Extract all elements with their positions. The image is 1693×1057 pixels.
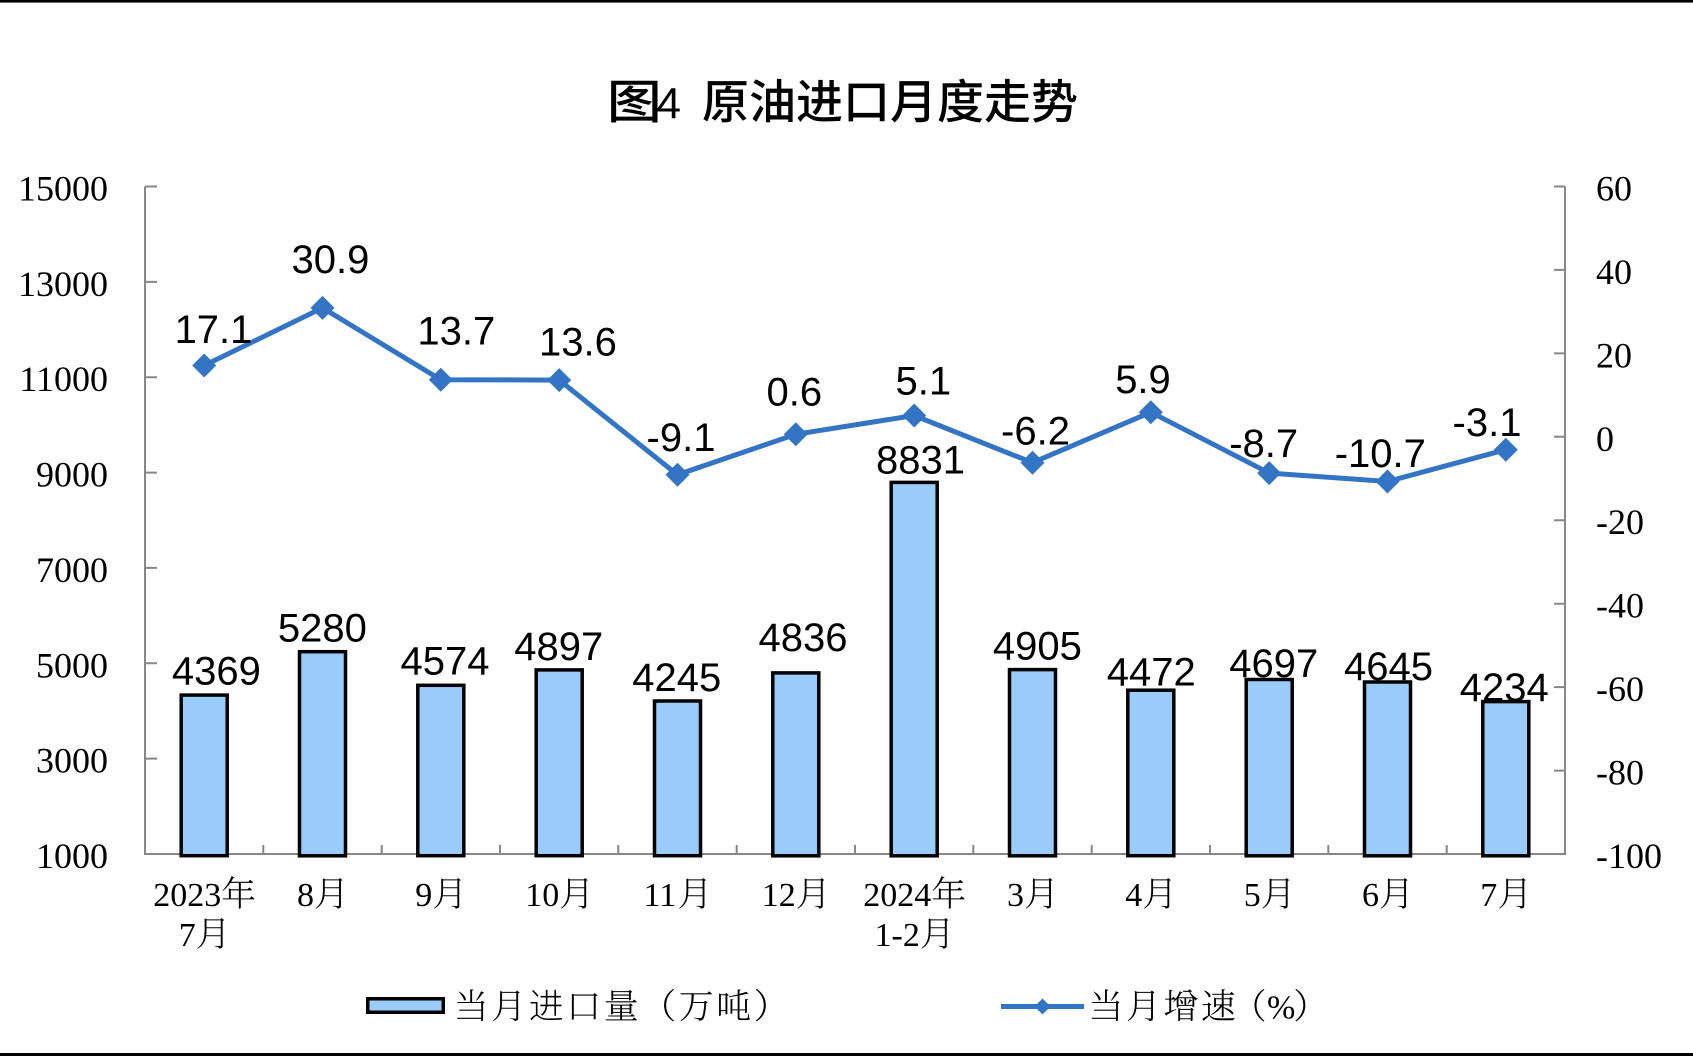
svg-text:1-2: 1-2: [875, 917, 920, 954]
svg-text:3000: 3000: [36, 741, 108, 781]
svg-text:4: 4: [1125, 877, 1142, 914]
svg-text:12: 12: [762, 877, 796, 914]
svg-text:-80: -80: [1596, 753, 1644, 793]
svg-text:4369: 4369: [172, 649, 261, 693]
svg-text:-40: -40: [1596, 586, 1644, 626]
svg-text:0: 0: [1596, 419, 1614, 459]
svg-text:0.6: 0.6: [766, 371, 822, 415]
svg-text:13000: 13000: [18, 264, 108, 304]
svg-text:4574: 4574: [401, 640, 490, 684]
svg-text:-100: -100: [1596, 836, 1662, 876]
svg-text:3: 3: [1007, 877, 1024, 914]
svg-text:4905: 4905: [993, 625, 1082, 669]
svg-text:17.1: 17.1: [175, 308, 253, 352]
svg-text:4245: 4245: [632, 656, 721, 700]
svg-text:5000: 5000: [36, 645, 108, 685]
svg-text:-10.7: -10.7: [1335, 432, 1426, 476]
svg-text:11000: 11000: [19, 359, 108, 399]
svg-text:-60: -60: [1596, 669, 1644, 709]
svg-text:1000: 1000: [36, 836, 108, 876]
svg-text:4697: 4697: [1229, 642, 1318, 686]
svg-text:13.7: 13.7: [417, 310, 495, 354]
svg-text:11: 11: [644, 877, 677, 914]
svg-text:7000: 7000: [36, 550, 108, 590]
svg-text:15000: 15000: [18, 169, 108, 209]
svg-text:8: 8: [297, 877, 314, 914]
svg-text:4836: 4836: [759, 616, 848, 660]
svg-text:20: 20: [1596, 335, 1632, 375]
svg-text:9000: 9000: [36, 455, 108, 495]
svg-text:4472: 4472: [1107, 650, 1196, 694]
svg-text:60: 60: [1596, 169, 1632, 209]
svg-text:5.9: 5.9: [1115, 358, 1171, 402]
svg-text:2024: 2024: [863, 877, 931, 914]
svg-text:7: 7: [1480, 877, 1497, 914]
svg-text:13.6: 13.6: [539, 321, 617, 365]
svg-text:%: %: [1267, 990, 1295, 1027]
svg-text:7: 7: [179, 917, 196, 954]
svg-text:4234: 4234: [1460, 666, 1549, 710]
svg-text:-8.7: -8.7: [1229, 422, 1298, 466]
svg-text:40: 40: [1596, 252, 1632, 292]
svg-text:-20: -20: [1596, 502, 1644, 542]
svg-text:5: 5: [1244, 877, 1261, 914]
svg-text:5.1: 5.1: [895, 359, 951, 403]
svg-text:8831: 8831: [876, 439, 965, 483]
svg-text:4897: 4897: [514, 625, 603, 669]
svg-text:-9.1: -9.1: [647, 416, 716, 460]
svg-text:4: 4: [657, 80, 681, 129]
svg-text:-3.1: -3.1: [1453, 401, 1522, 445]
svg-text:30.9: 30.9: [291, 238, 369, 282]
svg-text:2023: 2023: [153, 877, 221, 914]
svg-text:9: 9: [415, 877, 432, 914]
svg-text:5280: 5280: [278, 607, 367, 651]
svg-text:6: 6: [1362, 877, 1379, 914]
svg-text:10: 10: [525, 877, 559, 914]
svg-text:-6.2: -6.2: [1001, 410, 1070, 454]
svg-text:4645: 4645: [1344, 645, 1433, 689]
